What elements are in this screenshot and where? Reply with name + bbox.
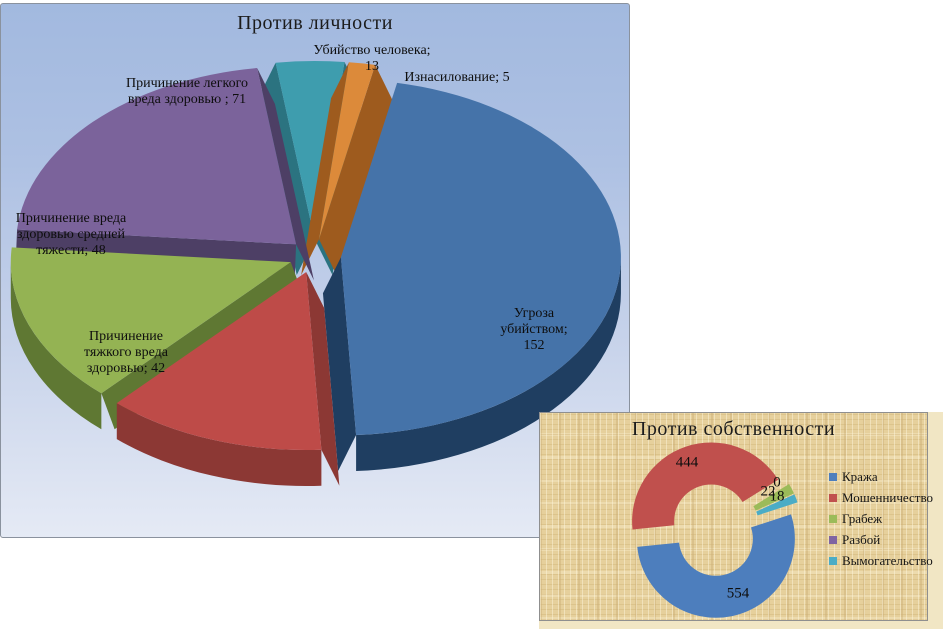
pie-data-label: Причинение тяжкого вреда здоровью; 42	[83, 329, 169, 376]
pie-slice	[10, 247, 291, 394]
doughnut-data-label: 554	[726, 585, 750, 602]
pie-slice-rim	[116, 403, 322, 487]
doughnut-data-label: 18	[769, 488, 785, 505]
legend-item: Грабеж	[829, 512, 933, 526]
chart-frame-against-property: Против собственности 554 444 22 0 18 Кража Мо…	[539, 412, 943, 629]
chart-title: Против личности	[237, 12, 393, 34]
legend-label: Кража	[842, 469, 878, 484]
doughnut-slice	[637, 514, 795, 618]
doughnut-slice	[632, 442, 779, 530]
pie-slice	[319, 62, 376, 240]
doughnut-slice	[756, 494, 798, 516]
pie-data-label: Угроза убийством; 152	[500, 306, 568, 353]
pie-slice-side-face	[301, 62, 349, 276]
pie-slice	[116, 272, 322, 451]
chart-panel-against-person: Против личности Убийство человека; 13 Изн…	[0, 3, 630, 538]
legend-item: Мошенничество	[829, 491, 933, 505]
pie-3d-chart	[10, 61, 621, 487]
legend-swatch	[829, 473, 837, 481]
pie-data-label: Причинение вреда здоровью средней тяжест…	[15, 211, 127, 258]
pie-slice-side-face	[306, 272, 340, 486]
pie-slice	[340, 82, 621, 435]
pie-slice-side-face	[322, 257, 357, 471]
pie-slice-side-face	[319, 64, 393, 276]
legend-swatch	[829, 536, 837, 544]
pie-data-label: Причинение легкого вреда здоровью ; 71	[126, 76, 248, 107]
legend-item: Разбой	[829, 533, 933, 547]
pie-data-label: Изнасилование; 5	[404, 70, 510, 86]
legend-item: Кража	[829, 470, 933, 484]
doughnut-data-label: 444	[675, 454, 699, 471]
pie-slice-rim	[10, 262, 102, 430]
legend: Кража Мошенничество Грабеж Разбой Вымогатель…	[829, 470, 933, 568]
doughnut-data-label: 22	[760, 483, 776, 500]
pie-slice	[17, 68, 297, 245]
pie-slice-rim	[356, 257, 621, 471]
legend-swatch	[829, 515, 837, 523]
doughnut-slice	[753, 484, 794, 511]
legend-label: Вымогательство	[842, 553, 933, 568]
chart-title: Против собственности	[631, 418, 836, 440]
legend-item: Вымогательство	[829, 554, 933, 568]
pie-data-label: Убийство человека; 13	[313, 43, 431, 74]
legend-swatch	[829, 557, 837, 565]
doughnut-data-label: 0	[773, 474, 781, 491]
pie-slice-side-face	[257, 68, 314, 281]
chart-panel-against-property: Против собственности 554 444 22 0 18 Кража Мо…	[539, 412, 933, 621]
legend-label: Разбой	[842, 532, 881, 547]
legend-label: Грабеж	[842, 511, 883, 526]
legend-swatch	[829, 494, 837, 502]
doughnut-chart	[632, 442, 798, 618]
pie-slice	[275, 61, 345, 240]
legend-label: Мошенничество	[842, 490, 934, 505]
